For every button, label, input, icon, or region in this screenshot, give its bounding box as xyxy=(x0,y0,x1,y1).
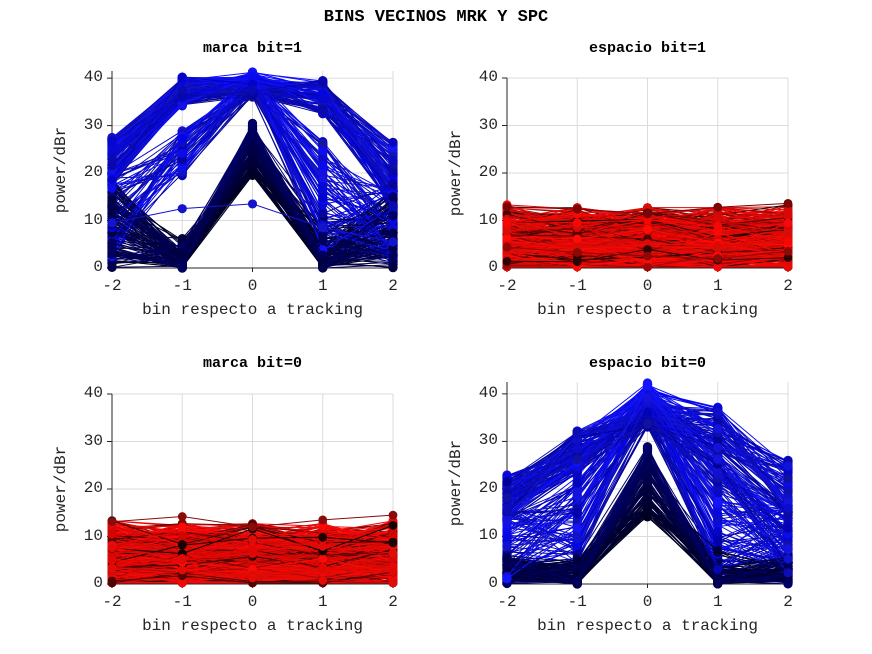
figure-title: BINS VECINOS MRK Y SPC xyxy=(323,8,549,27)
